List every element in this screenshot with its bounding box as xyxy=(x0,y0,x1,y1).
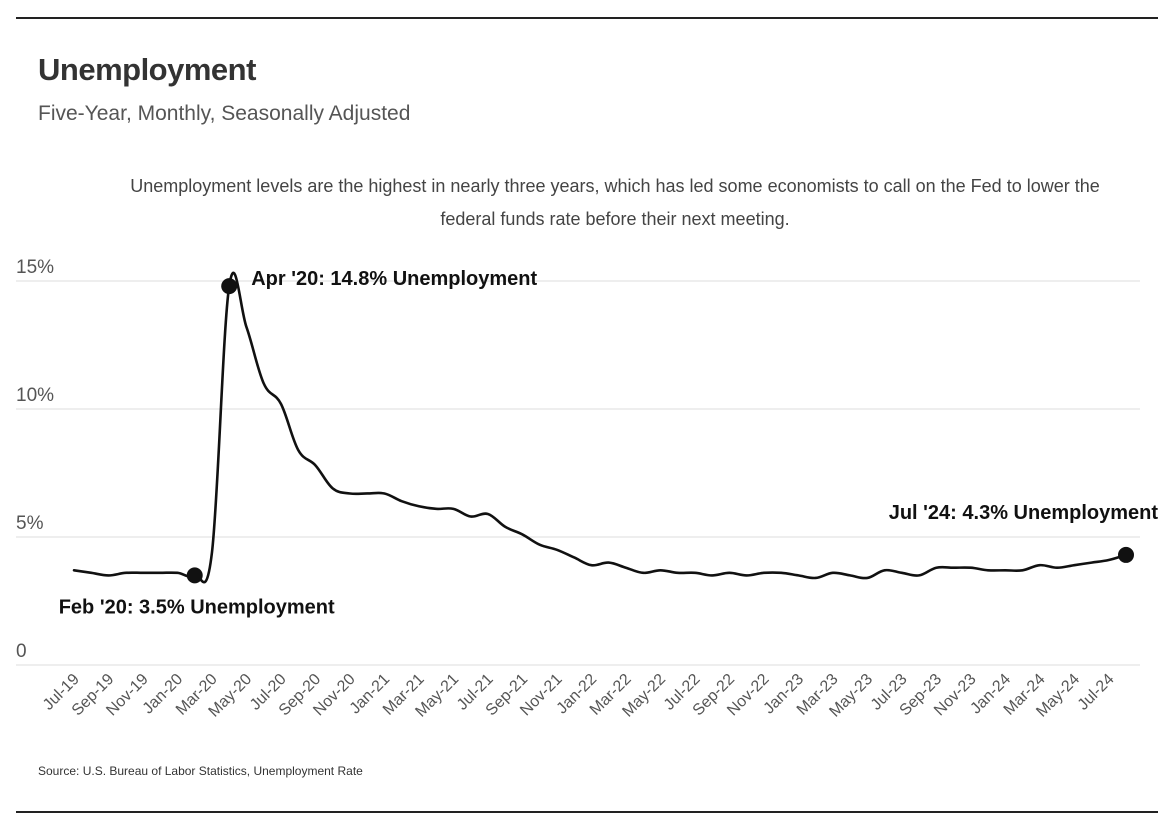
y-tick-label: 5% xyxy=(16,513,44,534)
annotation-marker xyxy=(1118,546,1134,563)
x-axis-ticks: Jul-19Sep-19Nov-19Jan-20Mar-20May-20Jul-… xyxy=(40,671,1118,721)
y-tick-label: 0 xyxy=(16,641,27,662)
y-tick-label: 15% xyxy=(16,257,54,278)
chart-title: Unemployment xyxy=(38,52,256,87)
annotations: Feb '20: 3.5% Unemployment Apr '20: 14.8%… xyxy=(59,268,1159,618)
top-rule xyxy=(16,17,1158,19)
chart-subtitle: Five-Year, Monthly, Seasonally Adjusted xyxy=(38,102,411,125)
x-tick-label: Jul-24 xyxy=(1075,671,1118,714)
chart-description: Unemployment levels are the highest in n… xyxy=(130,176,1100,229)
y-tick-label: 10% xyxy=(16,385,54,406)
gridlines xyxy=(16,280,1140,666)
annotation-marker xyxy=(186,567,203,584)
source-note: Source: U.S. Bureau of Labor Statistics,… xyxy=(38,764,363,778)
y-axis-ticks: 0 5% 10% 15% xyxy=(16,257,54,662)
bottom-rule xyxy=(16,811,1158,813)
annotation-label: Apr '20: 14.8% Unemployment xyxy=(251,268,537,290)
unemployment-line xyxy=(72,271,1128,584)
annotation-label: Feb '20: 3.5% Unemployment xyxy=(59,596,335,618)
annotation-marker xyxy=(221,278,238,295)
annotation-label: Jul '24: 4.3% Unemployment xyxy=(889,502,1159,524)
